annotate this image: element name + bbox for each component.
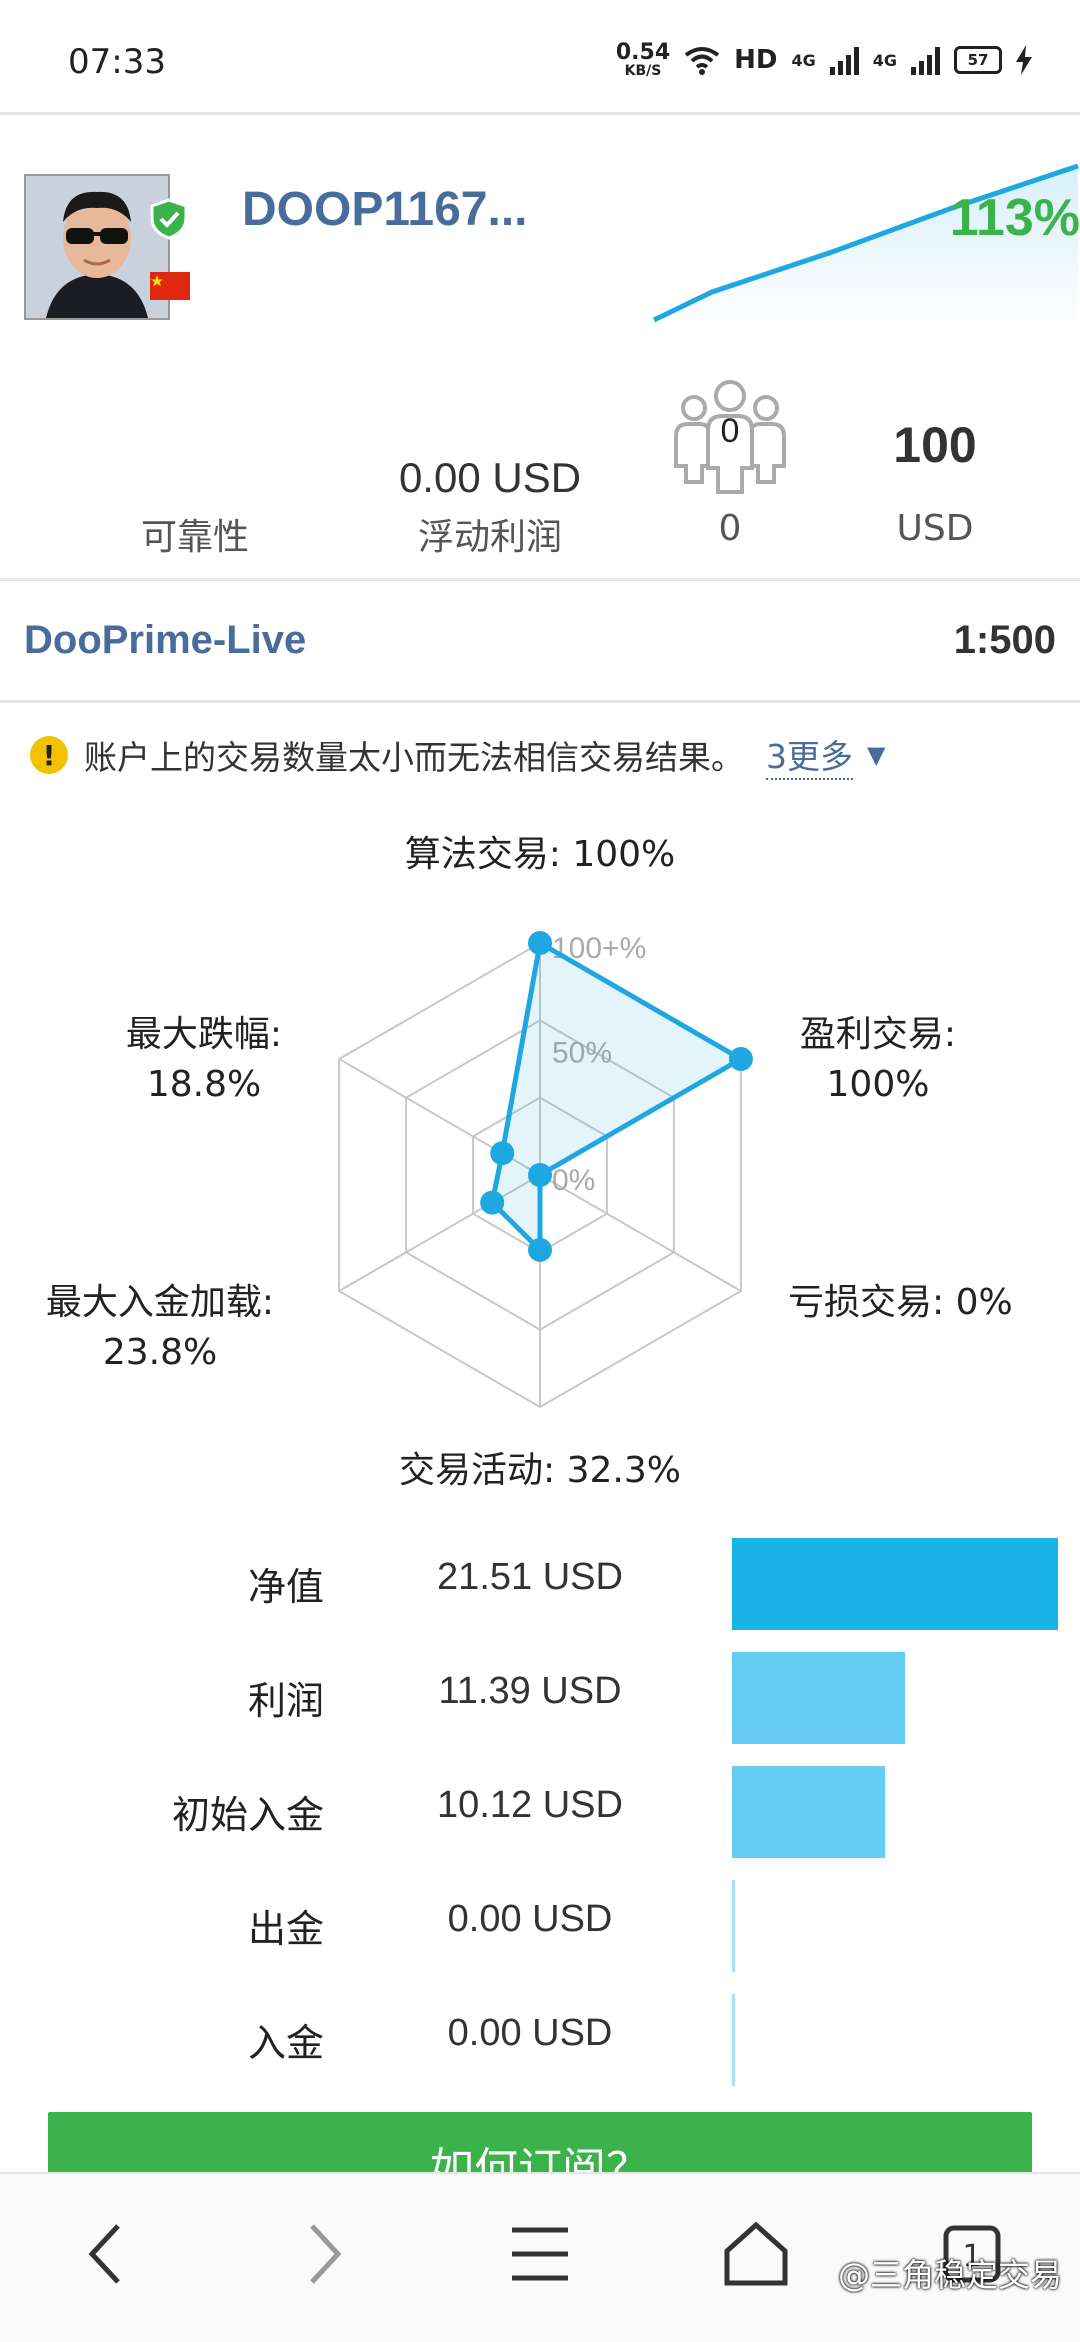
floating-profit-value: 0.00 USD bbox=[398, 454, 582, 501]
status-time: 07:33 bbox=[68, 42, 166, 82]
caret-down-icon[interactable]: ▼ bbox=[867, 741, 886, 769]
radar-point bbox=[528, 1163, 552, 1187]
radar-point bbox=[490, 1141, 515, 1166]
verified-shield-icon bbox=[150, 198, 188, 240]
bar-fill bbox=[732, 1994, 735, 2086]
radar-axis-label: 交易活动: 32.3% bbox=[399, 1450, 681, 1491]
back-button[interactable] bbox=[56, 2214, 156, 2294]
menu-button[interactable] bbox=[490, 2214, 590, 2294]
leverage: 1:500 bbox=[953, 618, 1056, 662]
floating-profit-label: 浮动利润 bbox=[417, 517, 562, 558]
price-currency: USD bbox=[896, 508, 974, 549]
radar-point bbox=[728, 1047, 753, 1071]
battery-icon: 57 bbox=[954, 46, 1002, 74]
bar-fill bbox=[732, 1880, 735, 1972]
wifi-icon bbox=[684, 47, 720, 75]
radar-scale-label: 0% bbox=[552, 1164, 595, 1197]
bar-value: 21.51 USD bbox=[437, 1556, 623, 1598]
avatar[interactable] bbox=[24, 174, 170, 320]
radar-axis-label: 100% bbox=[827, 1064, 930, 1105]
home-icon bbox=[724, 2221, 788, 2286]
net-speed-indicator: 0.54 KB/S bbox=[615, 40, 671, 79]
bar-value: 10.12 USD bbox=[437, 1784, 623, 1826]
price-value: 100 bbox=[893, 417, 977, 473]
bar-label: 初始入金 bbox=[171, 1793, 324, 1837]
divider bbox=[0, 578, 1080, 581]
bar-fill bbox=[732, 1538, 1058, 1630]
radar-point bbox=[480, 1190, 505, 1215]
warning-icon: ! bbox=[30, 736, 68, 774]
radar-axis-label: 最大入金加载: bbox=[46, 1282, 274, 1323]
radar-axis-label: 最大跌幅: bbox=[126, 1014, 282, 1055]
bar-label: 入金 bbox=[247, 2021, 324, 2065]
bar-value: 0.00 USD bbox=[447, 1898, 613, 1940]
radar-series bbox=[480, 931, 753, 1262]
net-speed-unit: KB/S bbox=[624, 63, 662, 79]
bar-fill bbox=[732, 1652, 905, 1744]
warning-banner: ! 账户上的交易数量太小而无法相信交易结果。 3更多 ▼ bbox=[30, 730, 885, 780]
radar-axis-label: 算法交易: 100% bbox=[405, 834, 676, 875]
reliability-label: 可靠性 bbox=[140, 517, 249, 558]
radar-point bbox=[528, 931, 552, 955]
radar-axis-label: 18.8% bbox=[147, 1064, 261, 1105]
net-type-2: 4G bbox=[872, 50, 897, 70]
bar-label: 净值 bbox=[247, 1565, 324, 1609]
home-button[interactable] bbox=[706, 2214, 806, 2294]
subscribers-count: 0 bbox=[720, 412, 740, 450]
watermark: @三角稳定交易 bbox=[837, 2256, 1062, 2294]
radar-axis-labels: 算法交易: 100% 盈利交易: 100% 亏损交易: 0% 交易活动: 32.3% 最大… bbox=[46, 834, 1013, 1491]
net-type-1: 4G bbox=[791, 50, 816, 70]
radar-axis-label: 23.8% bbox=[103, 1332, 217, 1373]
radar-spoke bbox=[539, 1174, 742, 1292]
divider bbox=[0, 112, 1080, 115]
tabs-button[interactable]: 1 bbox=[922, 2214, 1022, 2294]
radar-series-area bbox=[489, 940, 744, 1253]
subscribers-label: 0 bbox=[718, 508, 742, 549]
radar-axis-label: 盈利交易: bbox=[800, 1014, 956, 1055]
forward-icon bbox=[310, 2224, 342, 2284]
bar-label: 出金 bbox=[247, 1907, 324, 1951]
radar-chart: 100+%50%0% 算法交易: 100%盈利交易:100%亏损交易: 0%交易… bbox=[46, 834, 1013, 1491]
divider bbox=[0, 700, 1080, 703]
svg-text:1: 1 bbox=[962, 2239, 981, 2274]
browser-nav-bar: 1 bbox=[0, 2172, 1080, 2342]
menu-icon bbox=[512, 2227, 568, 2281]
radar-scale: 100+%50%0% bbox=[552, 932, 646, 1197]
bar-row: 入金 0.00 USD bbox=[0, 1994, 1080, 2086]
growth-percent: 113% bbox=[949, 189, 1080, 247]
bar-value: 11.39 USD bbox=[438, 1670, 622, 1712]
forward-button[interactable] bbox=[274, 2214, 374, 2294]
growth-sparkline bbox=[652, 163, 1079, 330]
back-icon bbox=[88, 2224, 120, 2284]
hd-indicator: HD bbox=[734, 45, 778, 75]
radar-scale-label: 50% bbox=[552, 1036, 612, 1069]
bar-row: 出金 0.00 USD bbox=[0, 1880, 1080, 1972]
server-name[interactable]: DooPrime-Live bbox=[24, 618, 307, 662]
china-flag-icon bbox=[150, 272, 190, 300]
signal-icon-2 bbox=[911, 45, 940, 75]
bar-label: 利润 bbox=[247, 1679, 324, 1723]
bar-row: 利润 11.39 USD bbox=[0, 1652, 1080, 1744]
tabs-icon: 1 bbox=[943, 2225, 1001, 2283]
status-bar: 07:33 0.54 KB/S HD 4G 4G 57 bbox=[0, 0, 1080, 112]
net-speed-value: 0.54 bbox=[615, 40, 671, 65]
bar-row: 净值 21.51 USD bbox=[0, 1538, 1080, 1630]
account-name[interactable]: DOOP1167... bbox=[242, 183, 528, 236]
bar-row: 初始入金 10.12 USD bbox=[0, 1766, 1080, 1858]
signal-icon-1 bbox=[829, 45, 859, 75]
more-link[interactable]: 3更多 bbox=[766, 730, 853, 780]
status-icons: 0.54 KB/S HD 4G 4G 57 bbox=[616, 40, 1032, 80]
subscribers-icon bbox=[674, 380, 786, 494]
radar-spoke bbox=[338, 1174, 541, 1292]
bar-fill bbox=[732, 1766, 886, 1858]
charging-icon bbox=[1016, 45, 1032, 75]
bar-value: 0.00 USD bbox=[447, 2012, 613, 2054]
avatar-photo bbox=[26, 176, 168, 318]
warning-text: 账户上的交易数量太小而无法相信交易结果。 bbox=[84, 738, 744, 777]
radar-point bbox=[528, 1237, 552, 1262]
radar-axis-label: 亏损交易: 0% bbox=[788, 1282, 1013, 1323]
